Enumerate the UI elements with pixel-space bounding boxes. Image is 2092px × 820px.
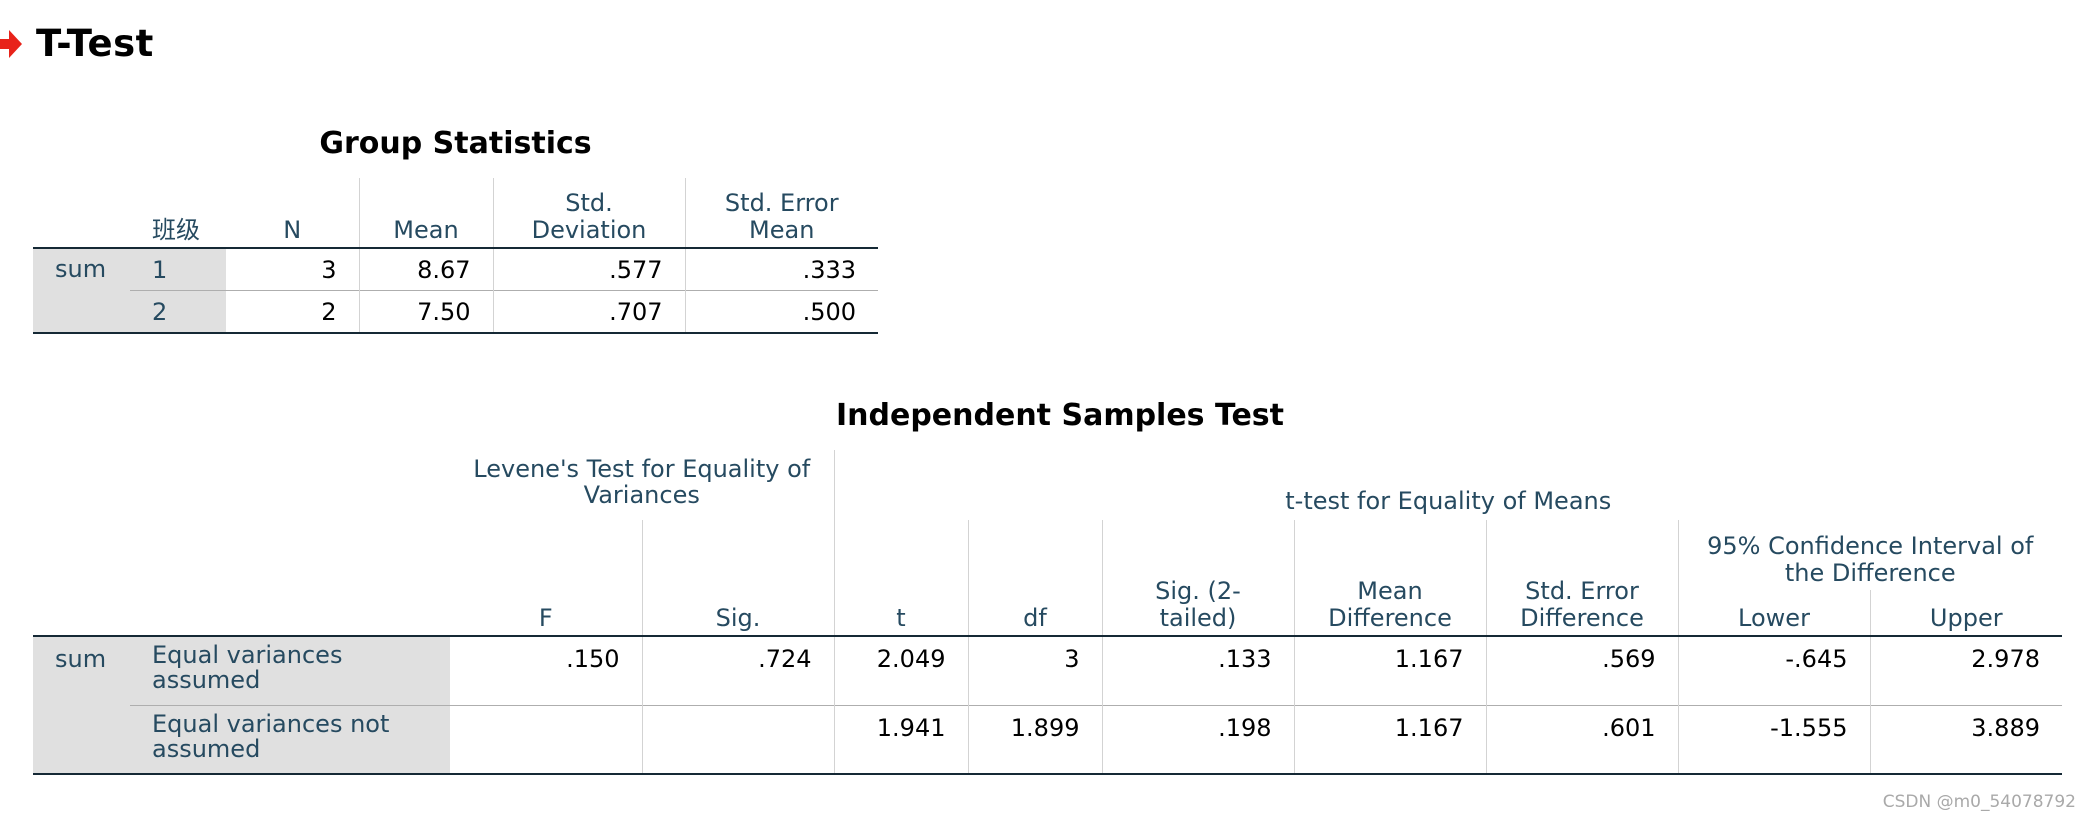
col-header-std-error-mean: Std. Error Mean [684,178,878,248]
col-header-std-error-difference: Std. Error Difference [1485,520,1678,636]
row-label-equal-variances-not-assumed: Equal variances not assumed [130,704,450,775]
cell-sig: .724 [641,635,834,705]
cell-se: .333 [684,247,878,291]
col-header-upper: Upper [1869,590,2062,636]
group-statistics-title: Group Statistics [319,126,592,161]
cell-mean-difference: 1.167 [1293,635,1486,705]
variable-label: sum [33,635,130,775]
cell-sig-2-tailed: .133 [1101,635,1294,705]
col-header-class: 班级 [152,215,200,244]
cell-mean-difference: 1.167 [1293,704,1486,775]
cell-sig-2-tailed: .198 [1101,704,1294,775]
independent-samples-test-title: Independent Samples Test [835,398,1285,433]
group-label: 1 [130,247,226,291]
col-header-n: N [283,215,302,244]
levene-header: Levene's Test for Equality of Variances [473,455,811,510]
col-header-mean: Mean [358,178,493,248]
cell-df: 3 [967,635,1102,705]
cell-std-error-difference: .601 [1485,704,1678,775]
ttest-header: t-test for Equality of Means [833,450,2062,520]
cell-upper: 3.889 [1869,704,2062,775]
cell-sd: .707 [492,290,685,334]
cell-sig [641,704,834,775]
section-header: T-Test [0,22,154,65]
cell-mean: 8.67 [358,247,493,291]
cell-f: .150 [450,635,642,705]
cell-sd: .577 [492,247,685,291]
cell-f [450,704,642,775]
cell-std-error-difference: .569 [1485,635,1678,705]
col-header-f: F [538,603,553,632]
cell-n: 2 [226,290,359,334]
col-header-lower: Lower [1677,590,1870,636]
col-header-df: df [967,520,1102,636]
col-header-std-deviation: Std. Deviation [492,178,685,248]
cell-df: 1.899 [967,704,1102,775]
group-statistics-table: 班级 N Mean Std. Deviation Std. Error Mean… [33,178,878,334]
cell-se: .500 [684,290,878,334]
row-label-equal-variances-assumed: Equal variances assumed [130,635,450,705]
group-label: 2 [130,290,226,334]
variable-label: sum [33,247,130,334]
col-header-sig: Sig. [641,520,834,636]
cell-t: 2.049 [833,635,968,705]
col-header-t: t [833,520,968,636]
cell-lower: -1.555 [1677,704,1870,775]
independent-samples-test-table: Levene's Test for Equality of Variances … [33,450,2062,775]
section-title: T-Test [36,22,154,65]
ci-header: 95% Confidence Interval of the Differenc… [1677,520,2062,590]
red-arrow-icon [0,29,22,58]
cell-mean: 7.50 [358,290,493,334]
col-header-mean-difference: Mean Difference [1293,520,1486,636]
cell-n: 3 [226,247,359,291]
cell-lower: -.645 [1677,635,1870,705]
watermark: CSDN @m0_54078792 [1882,792,2076,812]
col-header-sig-2-tailed: Sig. (2-tailed) [1101,520,1294,636]
cell-upper: 2.978 [1869,635,2062,705]
cell-t: 1.941 [833,704,968,775]
